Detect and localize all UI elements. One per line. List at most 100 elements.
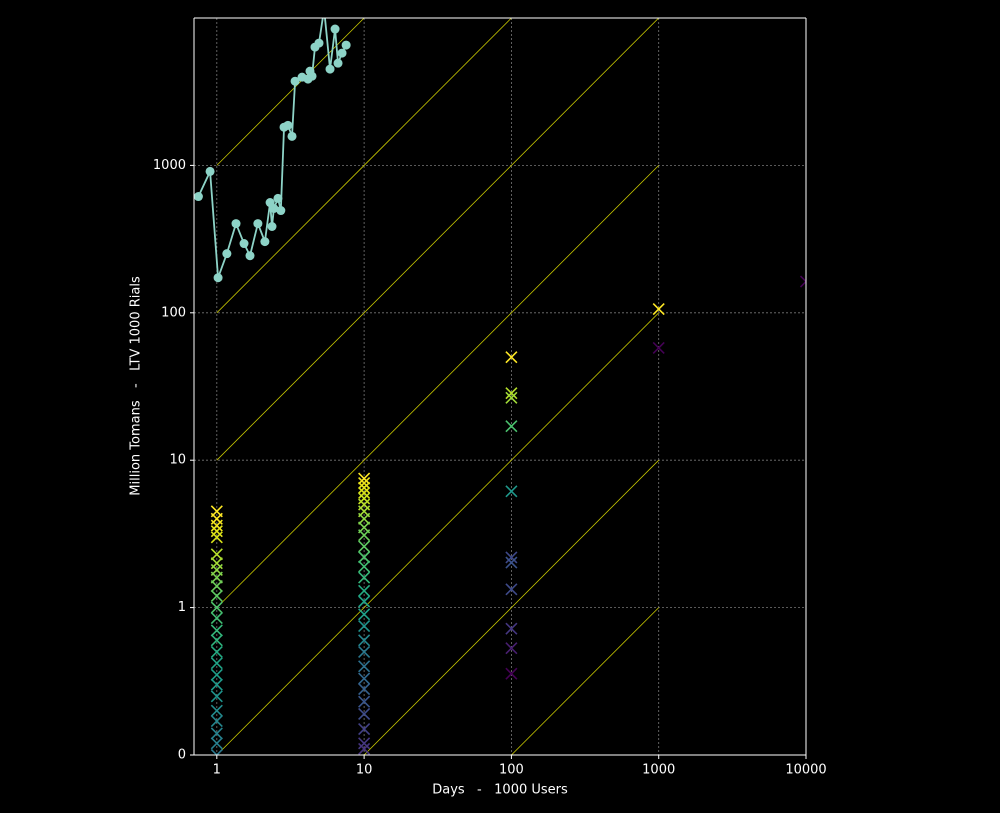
scatter-point	[210, 727, 223, 740]
data-point	[325, 64, 335, 74]
reference-line	[216, 165, 659, 608]
data-point	[330, 24, 340, 34]
scatter-point	[210, 589, 223, 602]
y-tick-label: 100	[161, 305, 186, 320]
reference-line	[363, 459, 659, 755]
scatter-point	[505, 667, 518, 680]
scatter-point	[358, 529, 371, 542]
data-point	[213, 273, 223, 283]
scatter-point	[505, 642, 518, 655]
scatter-point	[505, 485, 518, 498]
data-point	[307, 71, 317, 81]
y-tick-label: 1000	[153, 158, 186, 173]
x-axis-label: Days - 1000 Users	[432, 783, 568, 798]
scatter-point	[358, 486, 371, 499]
scatter-point	[358, 695, 371, 708]
scatter-point	[358, 722, 371, 736]
scatter-point	[358, 540, 371, 553]
scatter-point	[210, 634, 223, 647]
scatter-point	[210, 657, 223, 670]
scatter-point	[358, 619, 371, 633]
data-point	[267, 222, 277, 232]
scatter-point	[210, 579, 223, 593]
data-point	[333, 58, 343, 68]
reference-line	[511, 607, 659, 755]
scatter-point	[358, 707, 371, 720]
data-point	[273, 193, 283, 203]
data-point	[276, 206, 286, 216]
scatter-point	[358, 742, 371, 755]
scatter-point	[358, 645, 371, 659]
scatter-point	[358, 560, 371, 573]
data-point	[222, 249, 232, 259]
scatter-point	[358, 737, 371, 750]
scatter-point	[210, 611, 223, 625]
data-point	[205, 166, 215, 176]
scatter-point	[505, 391, 518, 404]
plot-area	[194, 18, 806, 755]
scatter-point	[358, 476, 371, 490]
scatter-point	[358, 672, 371, 685]
scatter-point	[358, 571, 371, 584]
scatter-point	[210, 737, 223, 750]
scatter-point	[652, 303, 665, 316]
x-tick-label: 10	[356, 763, 373, 778]
scatter-point	[210, 601, 223, 614]
y-tick-label: 10	[169, 453, 186, 468]
scatter-point	[210, 645, 223, 659]
data-point	[245, 251, 255, 261]
scatter-point	[505, 420, 518, 433]
reference-line	[216, 312, 659, 755]
scatter-point	[210, 690, 223, 703]
scatter-point	[505, 387, 518, 400]
data-point	[341, 40, 351, 50]
scatter-point	[358, 584, 371, 597]
scatter-point	[358, 551, 371, 564]
scatter-point	[505, 556, 518, 569]
data-point	[260, 237, 270, 247]
scatter-point	[210, 531, 223, 544]
y-axis-label: Million Tomans - LTV 1000 Rials	[129, 276, 144, 496]
data-point	[269, 204, 279, 214]
scatter-point	[210, 714, 223, 728]
reference-line	[216, 18, 512, 314]
scatter-point	[210, 525, 223, 538]
x-tick-label: 1	[213, 763, 221, 778]
data-point	[194, 192, 203, 202]
scatter-point	[358, 512, 371, 525]
scatter-point	[358, 608, 371, 621]
scatter-point	[799, 275, 806, 288]
scatter-point	[358, 683, 371, 696]
data-point	[337, 48, 347, 58]
scatter-point	[210, 571, 223, 584]
scatter-point	[210, 678, 223, 691]
scatter-point	[505, 622, 518, 635]
scatter-point	[358, 481, 371, 494]
reference-line	[216, 18, 659, 461]
scatter-point	[358, 660, 371, 673]
scatter-point	[210, 704, 223, 717]
scatter-point	[210, 668, 223, 681]
scatter-point	[210, 748, 223, 755]
x-tick-label: 1000	[642, 763, 675, 778]
scatter-point	[652, 341, 665, 354]
data-point	[314, 38, 324, 48]
reference-line	[216, 18, 365, 166]
scatter-point	[505, 583, 518, 596]
scatter-point	[358, 472, 371, 485]
data-point	[287, 131, 297, 141]
scatter-point	[358, 634, 371, 647]
data-point	[253, 219, 263, 229]
data-point	[290, 76, 300, 86]
y-tick-label: 1	[178, 600, 186, 615]
scatter-point	[505, 551, 518, 564]
scatter-point	[210, 519, 223, 532]
scatter-point	[358, 595, 371, 608]
data-point	[283, 120, 293, 130]
x-tick-label: 10000	[785, 763, 826, 778]
scatter-point	[505, 351, 518, 364]
scatter-point	[210, 624, 223, 637]
data-point	[239, 239, 249, 249]
